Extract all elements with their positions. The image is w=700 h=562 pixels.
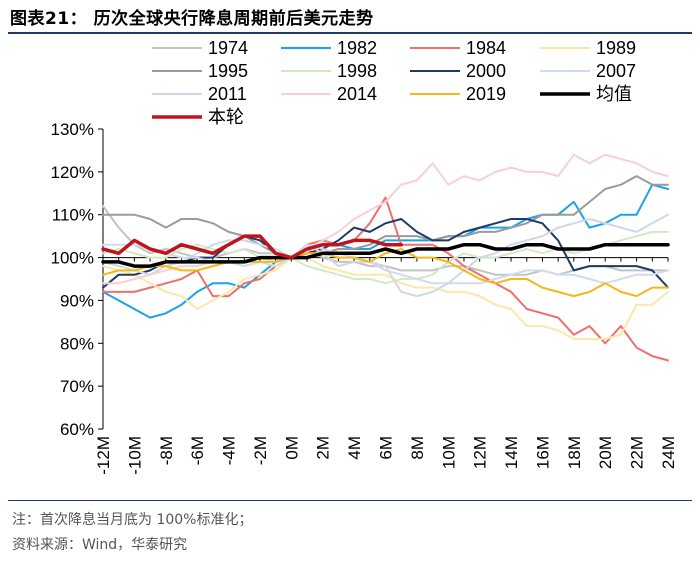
series-line-1995 — [102, 175, 669, 259]
x-tick-label: 20M — [596, 436, 615, 469]
figure-note: 注：首次降息当月底为 100%标准化； — [12, 512, 253, 528]
x-tick-label: 10M — [439, 436, 458, 469]
x-tick-label: 14M — [502, 436, 521, 469]
legend-label: 本轮 — [208, 107, 244, 127]
series-line-本轮 — [101, 234, 403, 260]
chart-legend: 1974 1982 1984 1989 1995 1998 2000 2007 2011 2014… — [152, 38, 636, 127]
title-divider — [8, 32, 692, 34]
legend-label: 均值 — [596, 84, 632, 104]
x-tick-label: -10M — [125, 436, 144, 475]
legend-label: 2019 — [466, 84, 506, 104]
y-tick-label: 70% — [60, 377, 94, 396]
legend-label: 2011 — [208, 84, 247, 104]
series-line-1982 — [102, 183, 669, 319]
x-tick-label: 0M — [282, 436, 301, 460]
x-tick-label: 24M — [659, 436, 678, 469]
y-tick-label: 100% — [51, 249, 94, 268]
x-tick-label: -4M — [220, 436, 239, 465]
series-line-1984 — [102, 196, 669, 362]
series-line-1998 — [102, 230, 669, 285]
figure-source: 资料来源：Wind，华泰研究 — [12, 537, 188, 553]
legend-label: 2000 — [466, 61, 506, 81]
x-tick-label: -12M — [94, 436, 113, 475]
x-tick-label: -8M — [157, 436, 176, 465]
series-line-2019 — [102, 248, 669, 298]
chart-axes: 60%70%80%90%100%110%120%130%-12M -10M -8M -… — [51, 120, 678, 475]
y-tick-label: 110% — [52, 206, 94, 225]
figure-title: 图表21： 历次全球央行降息周期前后美元走势 — [10, 9, 374, 29]
y-tick-label: 90% — [60, 291, 94, 310]
legend-label: 1984 — [466, 38, 506, 58]
x-tick-label: 6M — [377, 436, 396, 460]
x-tick-label: 2M — [314, 436, 333, 460]
chart-series — [101, 153, 670, 362]
series-line-2011 — [102, 213, 669, 298]
x-tick-label: 12M — [471, 436, 490, 469]
legend-label: 1998 — [337, 61, 377, 81]
series-line-2007 — [102, 243, 669, 285]
legend-label: 1995 — [208, 61, 248, 81]
x-tick-label: 22M — [628, 436, 647, 469]
x-tick-label: 18M — [565, 436, 584, 469]
y-tick-label: 130% — [51, 120, 94, 139]
x-tick-label: 4M — [345, 436, 364, 460]
line-chart: 60%70%80%90%100%110%120%130%-12M -10M -8M -… — [51, 38, 678, 475]
legend-label: 1974 — [208, 38, 248, 58]
y-tick-label: 120% — [51, 163, 94, 182]
legend-label: 1982 — [337, 38, 377, 58]
x-tick-label: 8M — [408, 436, 427, 460]
series-line-1989 — [102, 256, 669, 340]
series-line-均值 — [101, 242, 670, 268]
legend-label: 2007 — [596, 61, 636, 81]
legend-label: 2014 — [337, 84, 377, 104]
y-tick-label: 80% — [60, 334, 94, 353]
series-line-2014 — [102, 153, 669, 285]
x-tick-label: -6M — [188, 436, 207, 465]
y-tick-label: 60% — [60, 420, 94, 439]
x-tick-label: -2M — [251, 436, 270, 465]
legend-label: 1989 — [596, 38, 636, 58]
footer-divider — [8, 500, 692, 501]
x-tick-label: 16M — [533, 436, 552, 469]
